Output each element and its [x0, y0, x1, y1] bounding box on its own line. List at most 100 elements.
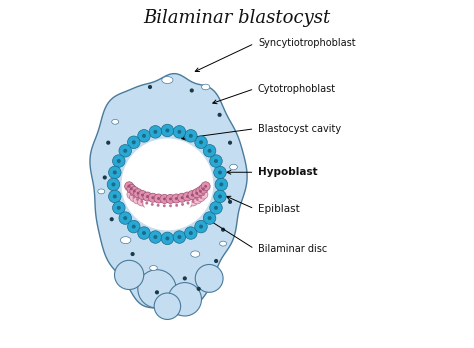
Circle shape [196, 187, 205, 196]
Ellipse shape [174, 285, 195, 306]
Circle shape [178, 200, 187, 209]
Circle shape [148, 193, 157, 202]
Circle shape [199, 190, 208, 199]
Circle shape [157, 197, 160, 200]
Circle shape [155, 290, 159, 294]
Circle shape [137, 192, 139, 195]
Circle shape [138, 227, 150, 239]
Circle shape [208, 216, 211, 220]
Circle shape [138, 190, 147, 199]
Circle shape [193, 195, 202, 204]
Circle shape [117, 206, 121, 210]
Text: Bilaminar blastocyst: Bilaminar blastocyst [143, 9, 331, 27]
Circle shape [175, 197, 178, 200]
Circle shape [154, 194, 163, 203]
Circle shape [218, 171, 222, 174]
Ellipse shape [154, 293, 181, 319]
Circle shape [183, 199, 192, 208]
Circle shape [143, 174, 192, 223]
Circle shape [214, 159, 218, 163]
Circle shape [199, 140, 203, 144]
Ellipse shape [191, 251, 200, 257]
Ellipse shape [162, 77, 173, 84]
Circle shape [154, 235, 157, 239]
Ellipse shape [138, 270, 176, 308]
Circle shape [175, 204, 178, 207]
Circle shape [113, 195, 117, 198]
Circle shape [181, 203, 184, 206]
Circle shape [130, 252, 135, 256]
Ellipse shape [112, 119, 118, 124]
Circle shape [130, 187, 133, 190]
Circle shape [121, 139, 213, 230]
Circle shape [148, 200, 157, 209]
Circle shape [163, 197, 166, 200]
Circle shape [134, 189, 143, 198]
Circle shape [109, 190, 121, 203]
Circle shape [202, 187, 205, 190]
Ellipse shape [120, 237, 131, 244]
Circle shape [214, 206, 218, 210]
Circle shape [143, 192, 152, 201]
Circle shape [187, 202, 190, 205]
Circle shape [214, 190, 226, 203]
Circle shape [177, 235, 182, 239]
Circle shape [133, 196, 136, 198]
Circle shape [188, 190, 197, 199]
Circle shape [125, 182, 134, 191]
Circle shape [228, 200, 232, 204]
Circle shape [127, 190, 136, 199]
Ellipse shape [115, 260, 144, 290]
Circle shape [160, 201, 169, 210]
Circle shape [204, 185, 207, 188]
Circle shape [199, 224, 203, 229]
Circle shape [172, 201, 181, 210]
Circle shape [201, 182, 210, 191]
Circle shape [199, 190, 202, 192]
Circle shape [191, 193, 194, 197]
Circle shape [169, 197, 172, 200]
Ellipse shape [199, 264, 219, 285]
Circle shape [133, 195, 142, 204]
Circle shape [109, 217, 114, 221]
Circle shape [228, 141, 232, 145]
Circle shape [165, 236, 169, 240]
Circle shape [190, 88, 194, 93]
Circle shape [130, 187, 139, 196]
Text: Epiblast: Epiblast [258, 204, 300, 214]
Circle shape [128, 136, 140, 149]
Circle shape [192, 189, 201, 198]
Circle shape [203, 212, 216, 224]
Polygon shape [90, 74, 247, 315]
Circle shape [111, 182, 116, 187]
Circle shape [137, 197, 146, 206]
Circle shape [141, 193, 144, 197]
Circle shape [113, 171, 117, 174]
Circle shape [177, 130, 182, 134]
Circle shape [133, 190, 136, 192]
Circle shape [210, 201, 222, 214]
Circle shape [177, 193, 187, 202]
Circle shape [148, 85, 152, 89]
Circle shape [199, 196, 202, 198]
Circle shape [166, 201, 175, 210]
Circle shape [119, 212, 131, 224]
Circle shape [151, 196, 154, 199]
Circle shape [117, 159, 121, 163]
Circle shape [189, 197, 198, 206]
Circle shape [186, 195, 189, 198]
Circle shape [130, 193, 133, 196]
Circle shape [203, 144, 216, 157]
Text: Hypoblast: Hypoblast [258, 167, 318, 177]
Circle shape [106, 141, 110, 145]
Circle shape [195, 192, 198, 195]
Text: Bilaminar disc: Bilaminar disc [258, 244, 327, 254]
Circle shape [202, 193, 205, 196]
Circle shape [169, 204, 172, 207]
Circle shape [157, 204, 160, 207]
Circle shape [196, 192, 205, 201]
Circle shape [191, 200, 194, 203]
Circle shape [112, 201, 125, 214]
Ellipse shape [201, 84, 210, 90]
Ellipse shape [98, 189, 105, 194]
